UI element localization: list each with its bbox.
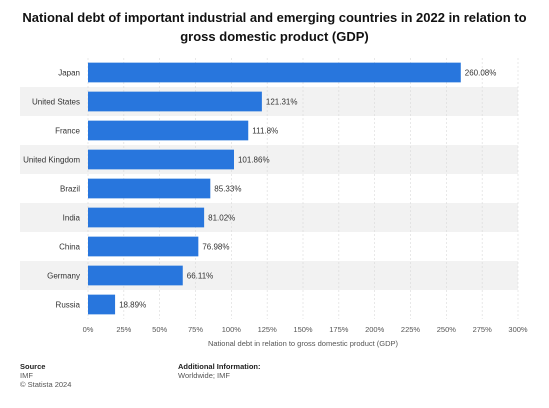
bar [88,207,205,228]
value-label: 101.86% [238,156,270,165]
category-label: France [55,127,80,136]
value-label: 18.89% [119,301,146,310]
x-tick-label: 225% [401,325,421,334]
value-label: 81.02% [208,214,235,223]
category-label: Japan [58,69,80,78]
additional-info-block: Additional Information: Worldwide; IMF [178,362,261,380]
value-label: 260.08% [465,69,497,78]
x-tick-label: 0% [83,325,94,334]
x-tick-label: 200% [365,325,385,334]
x-tick-label: 250% [437,325,457,334]
category-label: United Kingdom [23,156,80,165]
additional-info-heading: Additional Information: [178,362,261,371]
value-label: 121.31% [266,98,298,107]
x-tick-label: 25% [116,325,131,334]
category-label: United States [32,98,80,107]
x-tick-label: 300% [508,325,528,334]
category-label: India [63,214,81,223]
category-label: Russia [56,301,81,310]
source-heading: Source [20,362,46,371]
copyright-line: © Statista 2024 [20,380,72,389]
value-label: 76.98% [202,243,229,252]
x-tick-label: 125% [258,325,278,334]
value-label: 66.11% [187,272,214,281]
source-block: Source IMF © Statista 2024 [20,362,71,389]
bar [88,120,249,141]
source-line: IMF [20,371,33,380]
bar-chart: Japan 260.08% United States 121.31% France 11… [20,58,528,348]
bar [88,236,199,257]
x-tick-label: 175% [329,325,349,334]
x-tick-label: 50% [152,325,167,334]
x-tick-label: 100% [222,325,242,334]
bar [88,149,234,170]
value-label: 111.8% [252,127,278,136]
value-label: 85.33% [214,185,241,194]
x-tick-label: 275% [473,325,493,334]
bar [88,62,461,83]
x-axis-label: National debt in relation to gross domes… [208,339,399,348]
category-label: Brazil [60,185,80,194]
x-tick-label: 150% [293,325,313,334]
additional-info-line: Worldwide; IMF [178,371,230,380]
category-label: Germany [47,272,80,281]
chart-title: National debt of important industrial an… [22,10,527,44]
category-label: China [59,243,80,252]
bar [88,294,116,315]
bar [88,178,211,199]
bar [88,265,183,286]
x-tick-label: 75% [188,325,203,334]
bar [88,91,262,112]
